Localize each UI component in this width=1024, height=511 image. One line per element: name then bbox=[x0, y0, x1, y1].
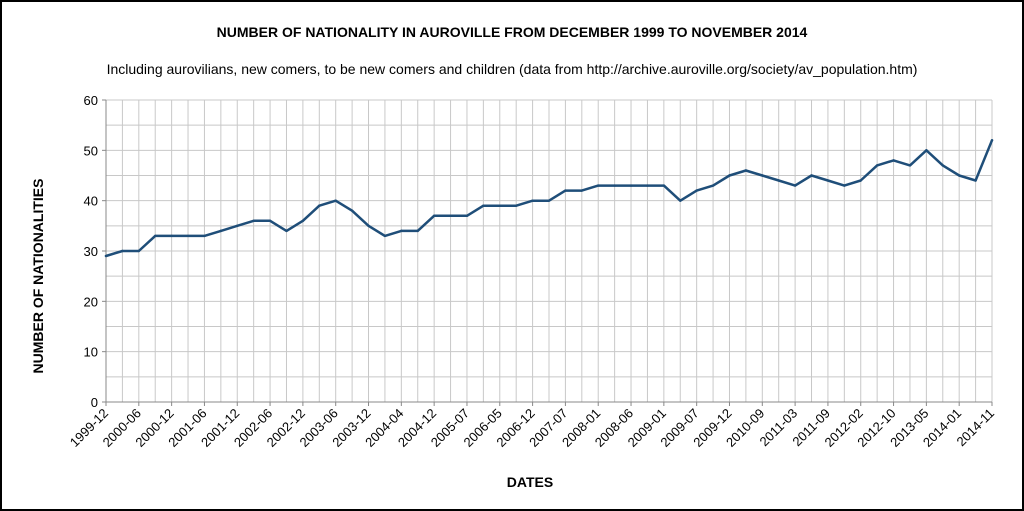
y-axis-title: NUMBER OF NATIONALITIES bbox=[30, 179, 46, 374]
data-point bbox=[285, 229, 288, 233]
chart-subtitle: Including aurovilians, new comers, to be… bbox=[106, 61, 918, 77]
data-point bbox=[859, 179, 862, 182]
data-point bbox=[252, 219, 255, 222]
data-point bbox=[104, 254, 108, 258]
data-point bbox=[514, 204, 518, 207]
data-point bbox=[170, 234, 173, 238]
data-point bbox=[154, 234, 157, 238]
data-point bbox=[679, 199, 682, 202]
data-point bbox=[761, 174, 764, 177]
data-point bbox=[400, 229, 403, 233]
data-point bbox=[646, 184, 649, 187]
data-point bbox=[301, 219, 305, 222]
data-point bbox=[974, 179, 977, 182]
y-tick-label: 10 bbox=[84, 345, 98, 360]
data-point bbox=[318, 204, 321, 207]
x-axis-title: DATES bbox=[507, 474, 553, 490]
data-point bbox=[432, 214, 436, 217]
data-point bbox=[564, 189, 567, 192]
data-point bbox=[892, 159, 895, 162]
data-point bbox=[613, 184, 616, 187]
data-point bbox=[925, 149, 928, 152]
chart-title: NUMBER OF NATIONALITY IN AUROVILLE FROM … bbox=[216, 24, 808, 40]
data-point bbox=[826, 179, 830, 182]
data-point bbox=[990, 139, 994, 142]
data-point bbox=[137, 249, 141, 253]
data-point bbox=[810, 174, 813, 177]
data-point bbox=[350, 209, 354, 212]
data-point bbox=[416, 229, 419, 233]
data-point bbox=[597, 184, 600, 187]
y-tick-label: 50 bbox=[84, 143, 98, 158]
data-point bbox=[629, 184, 633, 187]
data-point bbox=[268, 219, 272, 222]
y-tick-label: 30 bbox=[84, 244, 98, 259]
data-point bbox=[728, 174, 731, 177]
data-point bbox=[219, 229, 223, 233]
data-point bbox=[941, 164, 944, 167]
data-point bbox=[121, 249, 124, 253]
data-point bbox=[498, 204, 501, 207]
data-point bbox=[957, 174, 961, 177]
data-point bbox=[203, 234, 206, 238]
data-point bbox=[449, 214, 452, 217]
data-point bbox=[482, 204, 485, 207]
data-point bbox=[531, 199, 534, 202]
data-point bbox=[908, 164, 912, 167]
y-tick-label: 40 bbox=[84, 194, 98, 209]
data-point bbox=[186, 234, 190, 238]
data-point bbox=[711, 184, 715, 187]
data-point bbox=[334, 199, 337, 202]
y-tick-label: 60 bbox=[84, 93, 98, 108]
data-point bbox=[793, 184, 797, 187]
data-point bbox=[843, 184, 846, 187]
y-tick-label: 0 bbox=[91, 395, 98, 410]
data-point bbox=[875, 164, 879, 167]
data-point bbox=[662, 184, 666, 187]
data-point bbox=[547, 199, 551, 202]
data-point bbox=[777, 179, 780, 182]
data-point bbox=[367, 224, 370, 228]
data-point bbox=[465, 214, 469, 217]
data-point bbox=[695, 189, 698, 192]
data-point bbox=[744, 169, 748, 172]
data-point bbox=[236, 224, 239, 228]
y-tick-label: 20 bbox=[84, 294, 98, 309]
data-point bbox=[580, 189, 584, 192]
data-point bbox=[383, 234, 387, 238]
